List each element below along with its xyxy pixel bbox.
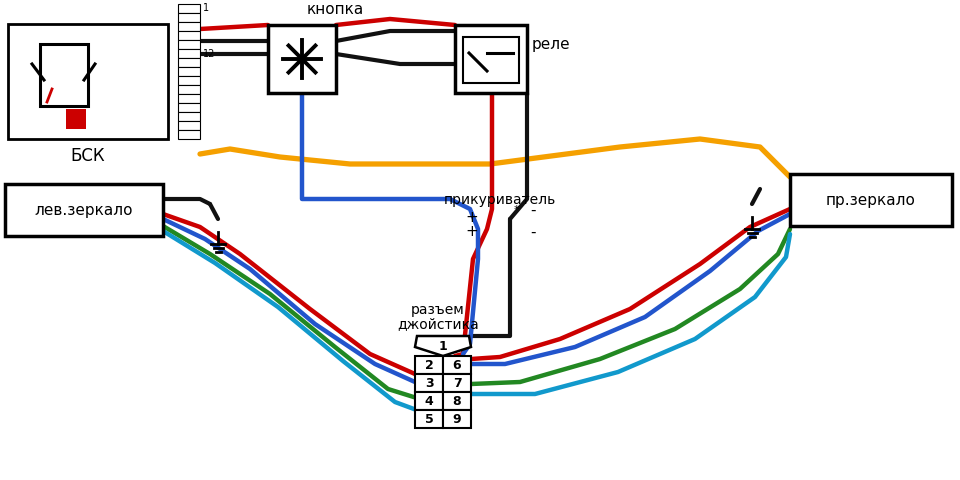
Text: 5: 5 bbox=[424, 413, 433, 426]
Text: реле: реле bbox=[532, 36, 570, 51]
Bar bbox=[455, 26, 527, 94]
Polygon shape bbox=[415, 336, 471, 356]
Text: прикуриватель: прикуриватель bbox=[444, 192, 556, 206]
Bar bbox=[443, 392, 471, 410]
Bar bbox=[178, 77, 200, 86]
Text: 1: 1 bbox=[203, 3, 209, 13]
Text: 3: 3 bbox=[424, 377, 433, 390]
Text: -: - bbox=[530, 202, 536, 217]
Bar bbox=[443, 356, 471, 374]
Bar bbox=[443, 410, 471, 428]
Text: кнопка: кнопка bbox=[306, 2, 364, 17]
Bar bbox=[790, 175, 952, 227]
Text: *: * bbox=[514, 204, 518, 215]
Text: 8: 8 bbox=[453, 395, 462, 408]
Bar bbox=[415, 374, 443, 392]
Bar bbox=[178, 95, 200, 104]
Bar bbox=[178, 14, 200, 23]
Bar bbox=[40, 45, 88, 107]
Bar bbox=[178, 113, 200, 122]
Text: 2: 2 bbox=[424, 359, 433, 372]
Bar bbox=[415, 392, 443, 410]
Text: 12: 12 bbox=[203, 49, 215, 59]
Text: 9: 9 bbox=[453, 413, 462, 426]
Text: пр.зеркало: пр.зеркало bbox=[826, 193, 916, 208]
Text: 1: 1 bbox=[439, 339, 447, 352]
Bar bbox=[178, 86, 200, 95]
Text: 7: 7 bbox=[452, 377, 462, 390]
Bar bbox=[66, 110, 86, 130]
Bar bbox=[178, 23, 200, 32]
Text: +: + bbox=[466, 224, 478, 239]
Bar bbox=[178, 122, 200, 131]
Bar bbox=[178, 59, 200, 68]
Bar bbox=[178, 5, 200, 14]
Text: БСК: БСК bbox=[71, 147, 106, 165]
Bar bbox=[268, 26, 336, 94]
Text: 4: 4 bbox=[424, 395, 433, 408]
Bar bbox=[415, 410, 443, 428]
Text: джойстика: джойстика bbox=[397, 316, 479, 330]
Text: -: - bbox=[530, 224, 536, 239]
Bar bbox=[415, 356, 443, 374]
Bar bbox=[463, 38, 519, 84]
Text: 6: 6 bbox=[453, 359, 462, 372]
Bar bbox=[178, 104, 200, 113]
Bar bbox=[178, 131, 200, 140]
Bar bbox=[178, 32, 200, 41]
Bar bbox=[8, 25, 168, 140]
Bar bbox=[443, 374, 471, 392]
Text: +: + bbox=[466, 209, 478, 224]
Bar bbox=[178, 41, 200, 50]
Bar bbox=[178, 50, 200, 59]
Bar bbox=[5, 185, 163, 237]
Text: разъем: разъем bbox=[411, 302, 465, 316]
Text: лев.зеркало: лев.зеркало bbox=[35, 203, 133, 218]
Bar bbox=[178, 68, 200, 77]
